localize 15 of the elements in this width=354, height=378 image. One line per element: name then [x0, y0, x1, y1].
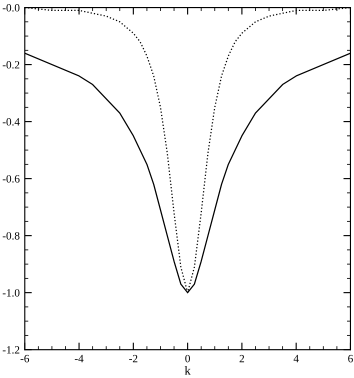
x-tick-label: -4 — [74, 354, 84, 362]
x-tick-label: -6 — [20, 354, 30, 362]
x-tick-label: 6 — [348, 354, 353, 362]
y-tick-label: -1.2 — [2, 346, 20, 354]
y-tick-label: -0.2 — [2, 61, 20, 69]
x-tick-label: -2 — [129, 354, 138, 362]
x-tick-label: 2 — [240, 354, 244, 362]
x-axis-title: k — [184, 366, 191, 375]
y-tick-label: -0.8 — [2, 232, 20, 240]
y-tick-label: -1.0 — [2, 289, 20, 297]
x-tick-label: 0 — [185, 354, 190, 362]
y-tick-label: -0.6 — [2, 175, 20, 183]
x-tick-label: 4 — [294, 354, 299, 362]
y-tick-label: -0.4 — [2, 118, 20, 126]
y-tick-label: -0.0 — [2, 4, 20, 12]
